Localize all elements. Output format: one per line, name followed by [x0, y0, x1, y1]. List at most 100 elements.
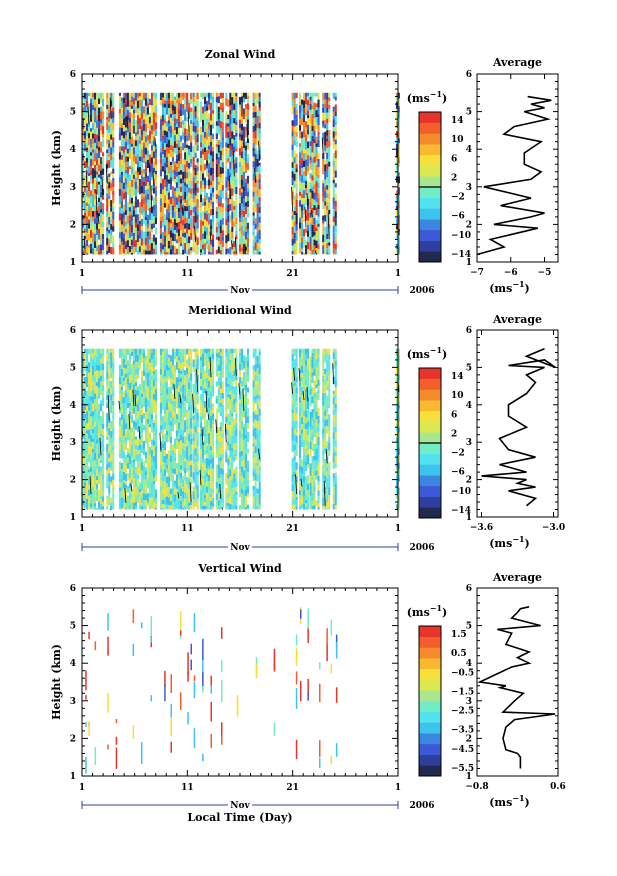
heatmap-cell [256, 220, 259, 228]
heatmap-cell [307, 105, 310, 111]
heatmap-cell [328, 152, 331, 158]
heatmap-cell [122, 226, 125, 231]
heatmap-cell [173, 230, 176, 234]
heatmap-cell [307, 115, 310, 119]
heatmap-cell [100, 92, 103, 99]
heatmap-cell [92, 381, 95, 385]
heatmap-cell [142, 352, 145, 359]
heatmap-cell [204, 137, 207, 145]
heatmap-cell [200, 394, 203, 401]
heatmap-cell [122, 237, 125, 245]
heatmap-cell [124, 114, 127, 117]
heatmap-cell [144, 390, 147, 398]
heatmap-cell [334, 225, 337, 233]
heatmap-cell [92, 474, 95, 482]
heatmap-cell [313, 184, 316, 190]
heatmap-cell [293, 249, 296, 255]
heatmap-cell [175, 500, 178, 508]
heatmap-cell [299, 191, 302, 196]
heatmap-cell [90, 400, 93, 407]
heatmap-cell [196, 221, 199, 229]
heatmap-cell [219, 206, 222, 213]
heatmap-cell [186, 348, 189, 355]
heatmap-cell [326, 92, 329, 101]
heatmap-cell [395, 218, 398, 226]
heatmap-cell [132, 368, 135, 375]
heatmap-cell [138, 397, 141, 406]
heatmap-cell [307, 220, 310, 225]
heatmap-cell [167, 166, 170, 174]
heatmap-cell [229, 354, 232, 360]
heatmap-cell [322, 103, 325, 108]
heatmap-cell [169, 219, 172, 224]
heatmap-cell [202, 253, 205, 255]
heatmap-cell [238, 140, 241, 149]
heatmap-cell [217, 222, 220, 229]
heatmap-cell [206, 498, 209, 506]
heatmap-cell [96, 382, 99, 387]
heatmap-cell [82, 244, 85, 252]
heatmap-cell [163, 170, 166, 175]
heatmap-cell [192, 108, 195, 116]
heatmap-cell [317, 163, 320, 168]
heatmap-cell [179, 109, 182, 116]
heatmap-cell [90, 424, 93, 429]
heatmap-cell [112, 479, 115, 487]
heatmap-cell [238, 188, 241, 196]
heatmap-cell [186, 484, 189, 491]
heatmap-cell [88, 403, 91, 408]
heatmap-cell [179, 186, 182, 192]
heatmap-cell [126, 495, 129, 499]
heatmap-cell [90, 507, 93, 510]
heatmap-cell [217, 427, 220, 433]
heatmap-cell [309, 192, 312, 198]
heatmap-cell [138, 463, 141, 468]
heatmap-cell [167, 387, 170, 395]
heatmap-cell [307, 96, 310, 101]
heatmap-cell [175, 197, 178, 205]
heatmap-cell [328, 199, 331, 203]
heatmap-cell [227, 421, 230, 426]
heatmap-cell [190, 420, 193, 426]
heatmap-cell [152, 380, 155, 387]
heatmap-cell [152, 477, 155, 482]
heatmap-cell [200, 252, 203, 255]
heatmap-cell [326, 234, 329, 240]
heatmap-cell [161, 427, 164, 431]
heatmap-cell [134, 493, 137, 497]
heatmap-cell [303, 229, 306, 237]
heatmap-cell [161, 352, 164, 359]
heatmap-cell [179, 363, 182, 371]
heatmap-cell [242, 92, 245, 98]
heatmap-cell [227, 180, 230, 188]
heatmap-cell [132, 503, 135, 507]
heatmap-cell [98, 392, 101, 399]
heatmap-cell [161, 448, 164, 456]
heatmap-cell [190, 253, 193, 255]
heatmap-cell [92, 365, 95, 371]
heatmap-cell [215, 500, 218, 508]
heatmap-cell [144, 436, 147, 444]
heatmap-cell [98, 419, 101, 424]
heatmap-cell [154, 112, 157, 118]
heatmap-cell [225, 137, 228, 143]
heatmap-cell [179, 460, 182, 466]
y-axis-label: Height (km) [50, 130, 63, 206]
heatmap-cell [210, 185, 213, 193]
heatmap-cell [138, 156, 141, 162]
heatmap-cell [150, 450, 153, 457]
heatmap-cell [317, 188, 320, 194]
heatmap-cell [210, 92, 213, 100]
heatmap-cell [177, 208, 180, 213]
heatmap-cell [106, 379, 109, 386]
heatmap-cell [96, 251, 99, 255]
heatmap-cell [212, 442, 215, 446]
heatmap-cell [192, 464, 195, 473]
heatmap-cell [194, 230, 197, 236]
heatmap-cell [102, 438, 105, 444]
heatmap-cell [212, 254, 215, 255]
heatmap-cell [134, 436, 137, 440]
heatmap-cell [138, 202, 141, 209]
heatmap-cell [188, 99, 191, 103]
heatmap-cell [108, 224, 111, 230]
